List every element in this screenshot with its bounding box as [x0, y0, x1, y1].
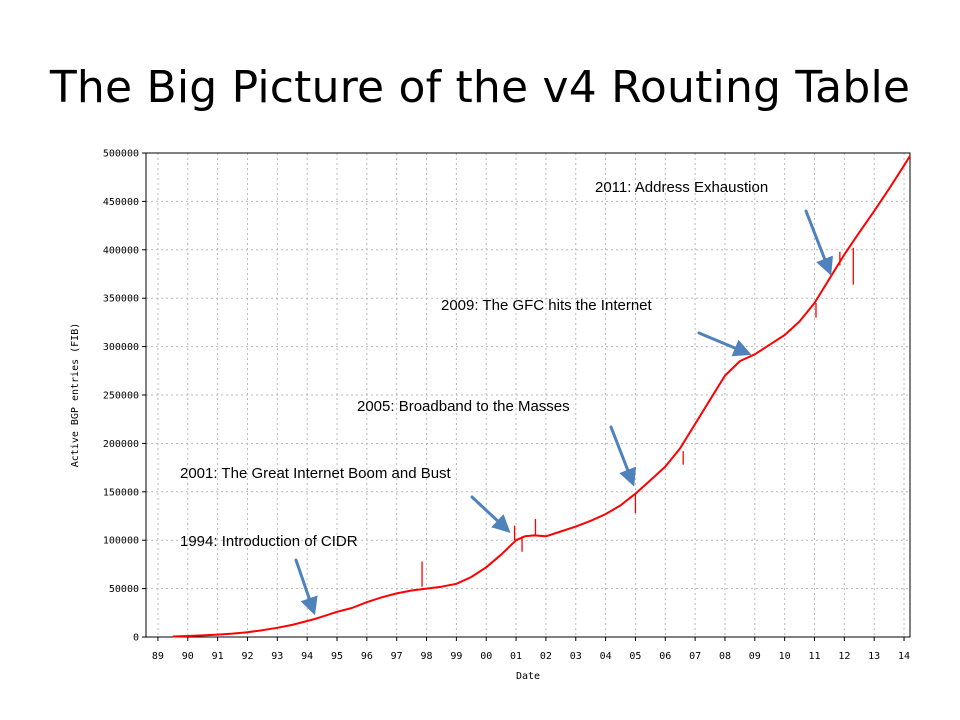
x-tick-label: 11	[808, 651, 820, 662]
x-tick-label: 97	[391, 651, 403, 662]
x-tick-label: 09	[749, 651, 761, 662]
x-tick-label: 99	[450, 651, 462, 662]
annotation-label-exhaustion: 2011: Address Exhaustion	[595, 179, 768, 196]
x-tick-label: 93	[271, 651, 283, 662]
y-tick-label: 0	[133, 633, 139, 644]
annotation-label-boom: 2001: The Great Internet Boom and Bust	[180, 465, 452, 482]
annotation-arrow-boom	[470, 495, 511, 533]
annotation-arrow-broadband	[609, 425, 637, 487]
x-tick-label: 91	[212, 651, 224, 662]
annotations: 1994: Introduction of CIDR 2001: The Grea…	[180, 179, 833, 616]
x-tick-label: 06	[659, 651, 671, 662]
x-tick-label: 14	[898, 651, 910, 662]
x-tick-label: 05	[629, 651, 641, 662]
x-tick-label: 98	[421, 651, 433, 662]
x-tick-label: 95	[331, 651, 343, 662]
slide-title: The Big Picture of the v4 Routing Table	[49, 62, 911, 113]
annotation-arrow-exhaustion	[804, 209, 833, 276]
y-tick-label: 200000	[103, 439, 139, 450]
x-tick-label: 89	[152, 651, 164, 662]
series-layer	[172, 155, 911, 638]
x-tick-label: 10	[779, 651, 791, 662]
x-tick-label: 02	[540, 651, 552, 662]
x-tick-label: 04	[600, 651, 612, 662]
y-tick-label: 400000	[103, 245, 139, 256]
x-tick-label: 13	[868, 651, 880, 662]
x-tick-label: 07	[689, 651, 701, 662]
x-tick-label: 12	[838, 651, 850, 662]
annotation-arrow-gfc	[697, 331, 752, 357]
grid-lines	[146, 153, 910, 637]
y-tick-label: 300000	[103, 342, 139, 353]
y-axis-label: Active BGP entries (FIB)	[70, 323, 81, 468]
x-tick-label: 92	[241, 651, 253, 662]
x-tick-label: 03	[570, 651, 582, 662]
x-tick-label: 08	[719, 651, 731, 662]
x-tick-label: 90	[182, 651, 194, 662]
x-tick-label: 94	[301, 651, 313, 662]
x-tick-label: 96	[361, 651, 373, 662]
annotation-arrow-cidr	[294, 558, 318, 616]
axis-ticks: 0 50000 100000 150000 200000 250000 300000 3500…	[103, 149, 910, 663]
series-line	[172, 155, 911, 638]
x-axis-label: Date	[516, 671, 540, 682]
y-tick-label: 450000	[103, 197, 139, 208]
y-tick-label: 250000	[103, 391, 139, 402]
annotation-label-gfc: 2009: The GFC hits the Internet	[441, 297, 653, 314]
y-tick-label: 100000	[103, 536, 139, 547]
y-tick-label: 350000	[103, 294, 139, 305]
x-tick-label: 01	[510, 651, 522, 662]
annotation-label-broadband: 2005: Broadband to the Masses	[357, 398, 570, 415]
y-tick-label: 500000	[103, 149, 139, 160]
y-tick-label: 150000	[103, 487, 139, 498]
annotation-label-cidr: 1994: Introduction of CIDR	[180, 533, 358, 550]
x-tick-label: 00	[480, 651, 492, 662]
y-tick-label: 50000	[109, 584, 139, 595]
